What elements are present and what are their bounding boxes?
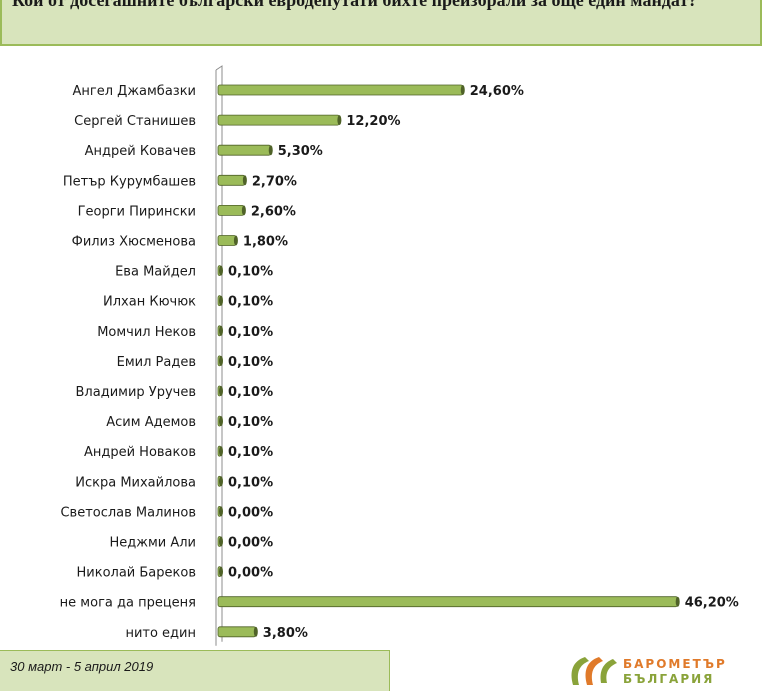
bar [217,626,258,638]
category-label: Андрей Ковачев [85,144,196,159]
value-label: 3,80% [263,626,308,641]
value-label: 46,20% [685,596,739,611]
title-bar: Кои от досегашните български евродепутат… [0,0,762,46]
logo-text-line1: БАРОМЕТЪР [623,657,727,671]
value-label: 0,00% [228,536,273,551]
value-label: 0,10% [228,295,273,310]
value-label: 2,70% [252,174,297,189]
bar [217,204,246,216]
category-label: Искра Михайлова [75,475,196,490]
bar [217,566,223,578]
category-label: Емил Радев [117,355,196,370]
bar [217,385,223,397]
chart-title: Кои от досегашните български евродепутат… [12,0,698,10]
value-label: 1,80% [243,235,288,250]
category-label: Ева Майдел [115,265,196,280]
category-label: Ангел Джамбазки [73,84,197,99]
category-label: Илхан Кючюк [103,295,196,310]
category-label: не мога да преценя [60,596,196,611]
value-label: 12,20% [346,114,400,129]
value-label: 0,10% [228,325,273,340]
category-label: Николай Бареков [77,566,197,581]
bar [217,355,223,367]
logo-text-line2: БЪЛГАРИЯ [623,672,715,686]
value-label: 0,10% [228,415,273,430]
category-label: Момчил Неков [97,325,196,340]
survey-period: 30 март - 5 април 2019 [10,659,154,674]
value-label: 0,10% [228,385,273,400]
category-label: Светослав Малинов [60,505,196,520]
value-label: 0,10% [228,445,273,460]
value-label: 0,10% [228,265,273,280]
value-label: 0,00% [228,505,273,520]
bar [217,325,223,337]
bar [217,174,247,186]
category-label: Петър Курумбашев [63,174,196,189]
barometer-bulgaria-logo: БАРОМЕТЪР БЪЛГАРИЯ [565,655,765,691]
category-label: Владимир Уручев [76,385,196,400]
footer-bar: 30 март - 5 април 2019 [0,650,390,691]
bar [217,536,223,547]
category-label: Асим Адемов [106,415,196,430]
value-label: 0,10% [228,475,273,490]
bar [217,235,238,246]
value-label: 0,10% [228,355,273,370]
bar [217,475,223,487]
bar [217,265,223,277]
bar [217,445,223,457]
value-label: 0,00% [228,566,273,581]
category-label: Георги Пирински [78,204,196,219]
bar [217,84,465,96]
value-label: 24,60% [470,84,524,99]
category-label: Неджми Али [109,536,196,551]
value-label: 5,30% [278,144,323,159]
bar [217,415,223,427]
logo-mark-icon [571,657,617,685]
category-label: Филиз Хюсменова [72,235,196,250]
category-label: Сергей Станишев [74,114,196,129]
bar [217,596,680,608]
bar [217,114,342,126]
bar [217,295,223,307]
bar-chart: Ангел Джамбазки 24,60% Сергей Станишев 12,2… [60,65,739,646]
bar [217,505,223,517]
value-label: 2,60% [251,204,296,219]
bar [217,144,273,156]
category-label: Андрей Новаков [84,445,196,460]
category-label: нито един [125,626,196,641]
